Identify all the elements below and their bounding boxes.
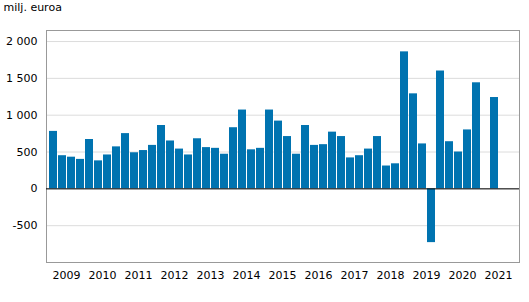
svg-text:0: 0 bbox=[31, 182, 38, 195]
svg-text:1 500: 1 500 bbox=[6, 72, 38, 85]
svg-text:2017: 2017 bbox=[341, 269, 369, 282]
svg-text:2018: 2018 bbox=[377, 269, 405, 282]
svg-text:2 000: 2 000 bbox=[6, 35, 38, 48]
svg-text:2013: 2013 bbox=[197, 269, 225, 282]
svg-text:2015: 2015 bbox=[269, 269, 297, 282]
svg-text:2012: 2012 bbox=[161, 269, 189, 282]
svg-text:2021: 2021 bbox=[485, 269, 513, 282]
svg-text:-500: -500 bbox=[13, 219, 38, 232]
svg-text:2020: 2020 bbox=[449, 269, 477, 282]
svg-text:2010: 2010 bbox=[89, 269, 117, 282]
svg-text:milj. euroa: milj. euroa bbox=[4, 1, 62, 14]
svg-text:500: 500 bbox=[17, 146, 38, 159]
svg-text:2011: 2011 bbox=[125, 269, 153, 282]
svg-text:2019: 2019 bbox=[413, 269, 441, 282]
svg-text:2009: 2009 bbox=[53, 269, 81, 282]
svg-text:2016: 2016 bbox=[305, 269, 333, 282]
svg-text:2014: 2014 bbox=[233, 269, 261, 282]
svg-text:1 000: 1 000 bbox=[6, 109, 38, 122]
